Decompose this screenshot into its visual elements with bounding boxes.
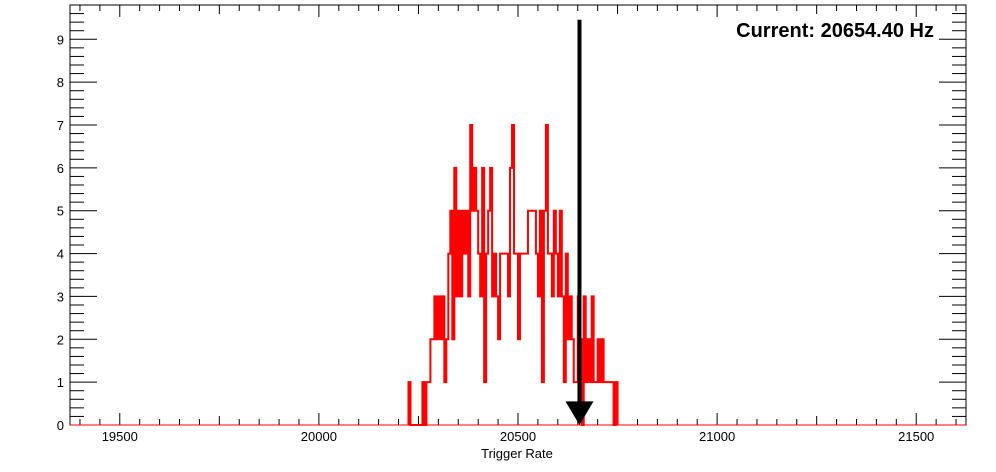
- y-tick-label: 5: [57, 204, 64, 219]
- y-tick-label: 9: [57, 32, 64, 47]
- y-tick-labels: 0 1 2 3 4 5 6 7 8 9: [57, 32, 64, 433]
- x-tick-label: 20000: [301, 429, 337, 444]
- x-tick-labels: 19500 20000 20500 21000 21500: [102, 429, 935, 444]
- y-tick-label: 8: [57, 75, 64, 90]
- x-tick-label: 21500: [898, 429, 934, 444]
- y-tick-label: 2: [57, 332, 64, 347]
- arrow-head: [565, 401, 594, 425]
- x-tick-label: 20500: [500, 429, 536, 444]
- y-tick-label: 1: [57, 375, 64, 390]
- y-tick-label: 7: [57, 118, 64, 133]
- y-tick-label: 6: [57, 161, 64, 176]
- axis-ticks: [70, 4, 966, 426]
- x-tick-label: 19500: [102, 429, 138, 444]
- current-rate-label: Current: 20654.40 Hz: [736, 20, 934, 42]
- current-rate-arrow: [565, 19, 594, 425]
- x-axis-title: Trigger Rate: [481, 446, 553, 461]
- x-tick-label: 21000: [699, 429, 735, 444]
- y-tick-label: 3: [57, 289, 64, 304]
- y-tick-label: 4: [57, 247, 64, 262]
- y-tick-label: 0: [57, 418, 64, 433]
